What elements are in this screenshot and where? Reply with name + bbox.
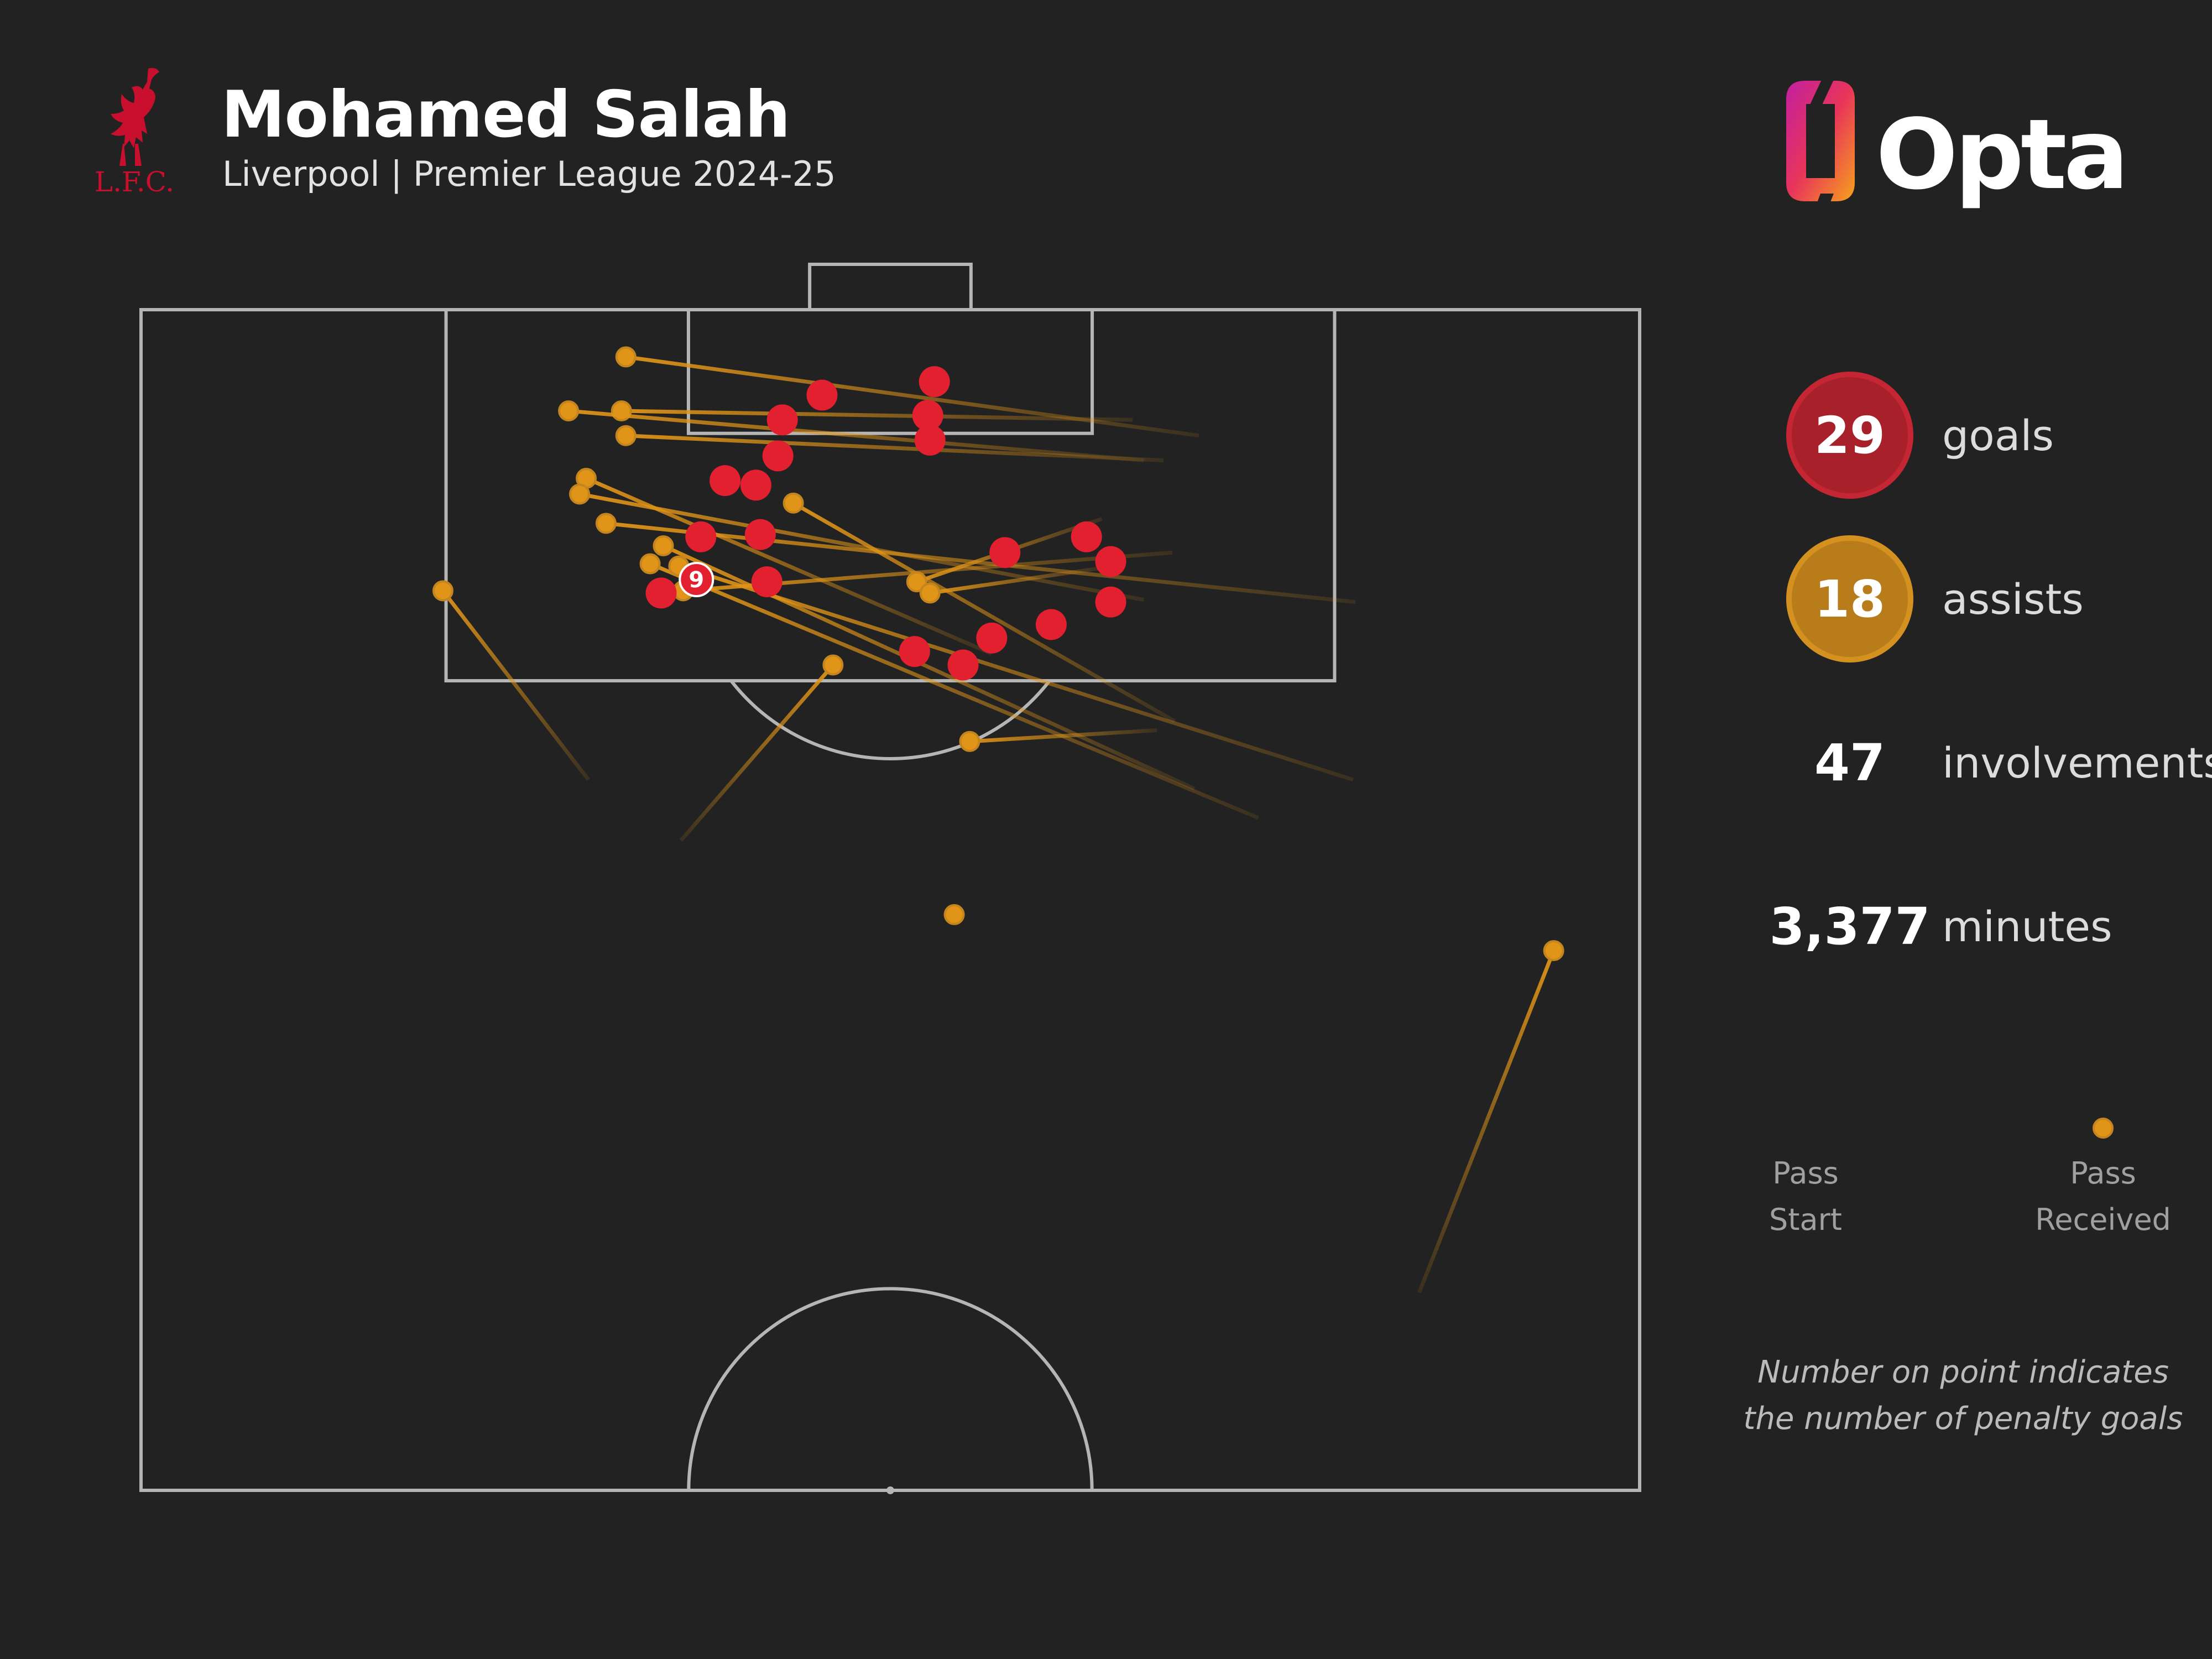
stat-label: minutes xyxy=(1942,901,2112,951)
goal-shot-point xyxy=(899,636,930,667)
stat-goals: 29 goals xyxy=(1786,372,2206,499)
opta-wordmark: Opta xyxy=(1876,99,2126,211)
stat-value: 3,377 xyxy=(1769,896,1931,956)
assist-pass-received-point xyxy=(906,571,927,593)
stat-assists: 18 assists xyxy=(1786,535,2206,662)
goal-shot-point xyxy=(762,440,794,472)
stat-label: assists xyxy=(1942,574,2084,624)
legend-pass-received-dot xyxy=(2093,1118,2114,1139)
assist-pass-received-point xyxy=(595,513,617,534)
goal-shot-point xyxy=(751,566,782,598)
opta-logo: Opta xyxy=(1786,77,2129,227)
assist-pass-received-point xyxy=(615,346,637,368)
stat-involvements: 47 involvements xyxy=(1786,699,2212,826)
assist-pass-line xyxy=(441,589,590,781)
half-pitch-chart: 9 xyxy=(139,263,1641,1526)
assist-pass-line xyxy=(969,728,1157,744)
assist-pass-received-point xyxy=(569,483,591,505)
goal-shot-point xyxy=(914,424,946,456)
goal-shot-point xyxy=(709,465,741,497)
goal-shot-point xyxy=(1095,586,1126,618)
assist-pass-received-point xyxy=(615,425,637,446)
goal-shot-point xyxy=(685,521,717,552)
penalty-note: Number on point indicates the number of … xyxy=(1743,1354,2183,1437)
stat-value: 29 xyxy=(1786,372,1913,499)
assist-pass-line xyxy=(678,564,1354,782)
goal-shot-point xyxy=(912,400,943,431)
stat-value: 18 xyxy=(1786,535,1913,662)
assist-pass-received-point xyxy=(432,580,453,602)
goal-shot-point xyxy=(947,649,979,681)
centre-circle xyxy=(688,1288,1092,1490)
player-name: Mohamed Salah xyxy=(221,77,790,152)
legend-pass-start-label: Pass Start xyxy=(1769,1156,1842,1237)
pass-legend xyxy=(1806,1118,2114,1139)
assist-pass-line xyxy=(679,664,835,842)
assist-pass-line xyxy=(649,562,1259,820)
goal-shot-point xyxy=(989,537,1021,568)
crest-text: L.F.C. xyxy=(94,166,175,198)
assist-pass-received-point xyxy=(943,904,965,925)
stat-minutes: 3,377 minutes xyxy=(1769,863,2206,990)
goal-shot-point xyxy=(919,366,950,398)
assist-pass-line xyxy=(621,409,1133,422)
assist-pass-line xyxy=(568,409,1144,462)
goal-shot-point xyxy=(1071,521,1102,552)
pitch-outline xyxy=(139,308,1641,1492)
goal-shot-point xyxy=(744,519,776,550)
stat-label: involvements xyxy=(1942,738,2212,787)
goal-shot-point xyxy=(1095,546,1126,577)
assist-pass-received-point xyxy=(639,553,661,575)
assist-pass-line xyxy=(579,492,1144,602)
stat-value: 47 xyxy=(1814,733,1886,792)
goal-shot-point xyxy=(645,577,677,609)
assist-pass-line xyxy=(1417,950,1556,1293)
assist-pass-received-point xyxy=(822,654,844,676)
assist-pass-line xyxy=(930,566,1100,595)
assist-pass-line xyxy=(625,354,1199,438)
goal-shot-point xyxy=(1035,609,1067,640)
assist-pass-line xyxy=(792,501,1176,723)
assist-pass-received-point xyxy=(782,492,804,514)
legend-pass-received-label: Pass Received xyxy=(2035,1156,2171,1237)
player-subtitle: Liverpool | Premier League 2024-25 xyxy=(222,154,836,194)
assist-pass-received-point xyxy=(653,535,674,556)
goal-frame xyxy=(808,263,973,311)
assist-pass-line xyxy=(606,521,1356,604)
goal-shot-point xyxy=(766,404,798,436)
goal-shot-point xyxy=(679,562,714,597)
assist-pass-received-point xyxy=(919,582,941,604)
goal-shot-point xyxy=(976,622,1008,654)
assist-pass-received-point xyxy=(1543,940,1564,961)
goal-shot-point xyxy=(740,469,771,501)
penalty-arc xyxy=(729,680,1051,760)
penalty-goal-count-label: 9 xyxy=(688,567,704,593)
liverpool-crest-logo xyxy=(111,67,159,166)
assist-pass-received-point xyxy=(558,400,580,421)
assist-pass-line xyxy=(625,434,1164,462)
assist-pass-received-point xyxy=(959,731,980,752)
goal-shot-point xyxy=(806,379,838,411)
centre-spot xyxy=(886,1486,894,1494)
stat-label: goals xyxy=(1942,410,2054,460)
